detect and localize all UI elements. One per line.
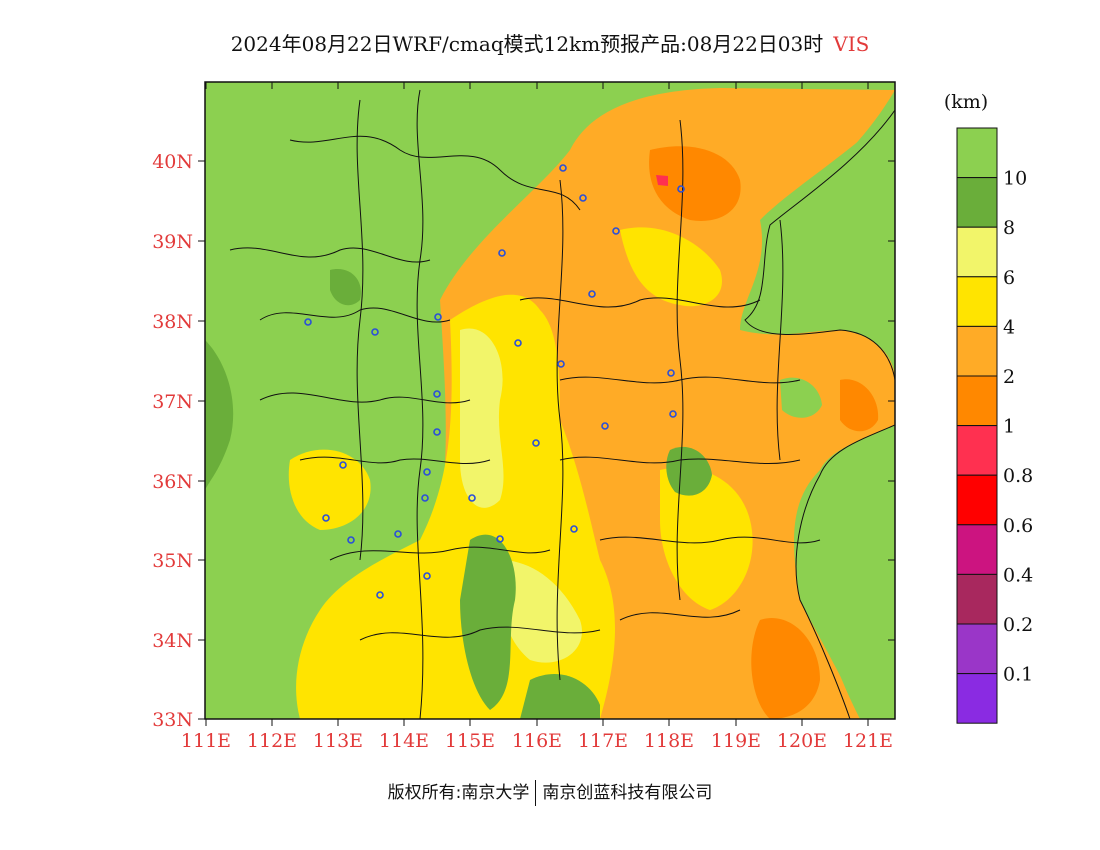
lat-label: 33N bbox=[152, 709, 193, 731]
lon-label: 121E bbox=[843, 730, 893, 752]
colorbar-label: 0.6 bbox=[1003, 515, 1033, 537]
colorbar-swatch bbox=[956, 177, 998, 228]
legend-unit: (km) bbox=[944, 91, 988, 113]
longitude-axis: 111E 112E 113E 114E 115E 116E 117E 118E 119E 120E… bbox=[181, 82, 893, 752]
map-title: 2024年08月22日WRF/cmaq模式12km预报产品:08月22日03时 V… bbox=[0, 28, 1100, 57]
title-variable: VIS bbox=[833, 32, 870, 56]
city-markers bbox=[304, 164, 685, 599]
footer: 版权所有:南京大学 南京创蓝科技有限公司 bbox=[0, 778, 1100, 806]
lat-label: 35N bbox=[152, 550, 193, 572]
admin-boundaries bbox=[229, 89, 895, 719]
lat-label: 37N bbox=[152, 391, 193, 413]
lon-label: 119E bbox=[711, 730, 761, 752]
lon-label: 116E bbox=[512, 730, 562, 752]
colorbar-swatch bbox=[956, 673, 998, 724]
colorbar-swatch bbox=[956, 524, 998, 575]
lat-label: 34N bbox=[152, 630, 193, 652]
colorbar: 10 8 6 4 2 1 0.8 0.6 0.4 0.2 0.1 bbox=[956, 127, 1033, 724]
colorbar-swatch bbox=[956, 325, 998, 377]
lon-label: 113E bbox=[313, 730, 363, 752]
colorbar-label: 2 bbox=[1003, 366, 1015, 388]
lon-label: 120E bbox=[777, 730, 827, 752]
lat-label: 40N bbox=[152, 151, 193, 173]
colorbar-label: 6 bbox=[1003, 267, 1015, 289]
colorbar-label: 0.2 bbox=[1003, 614, 1033, 636]
colorbar-label: 0.8 bbox=[1003, 465, 1033, 487]
footer-copyright: 版权所有:南京大学 bbox=[387, 783, 530, 803]
colorbar-swatch bbox=[956, 375, 998, 427]
lon-label: 111E bbox=[181, 730, 231, 752]
lon-label: 118E bbox=[644, 730, 694, 752]
latitude-axis: 40N 39N 38N 37N 36N 35N 34N 33N bbox=[152, 151, 895, 731]
colorbar-label: 4 bbox=[1003, 316, 1015, 338]
lat-label: 39N bbox=[152, 231, 193, 253]
lon-label: 117E bbox=[578, 730, 628, 752]
title-main: 2024年08月22日WRF/cmaq模式12km预报产品:08月22日03时 bbox=[230, 32, 824, 56]
colorbar-swatch bbox=[956, 127, 998, 179]
lon-label: 115E bbox=[445, 730, 495, 752]
colorbar-label: 1 bbox=[1003, 416, 1015, 438]
colorbar-swatch bbox=[956, 623, 998, 675]
footer-company: 南京创蓝科技有限公司 bbox=[542, 783, 713, 803]
lat-label: 36N bbox=[152, 471, 193, 493]
colorbar-swatch bbox=[956, 474, 998, 526]
lon-label: 112E bbox=[247, 730, 297, 752]
footer-separator bbox=[535, 780, 537, 806]
colorbar-swatch bbox=[956, 573, 998, 625]
colorbar-label: 10 bbox=[1003, 168, 1027, 190]
visibility-field bbox=[205, 82, 895, 719]
colorbar-swatch bbox=[956, 425, 998, 476]
colorbar-swatch bbox=[956, 276, 998, 327]
lon-label: 114E bbox=[379, 730, 429, 752]
colorbar-label: 0.4 bbox=[1003, 564, 1033, 586]
lat-label: 38N bbox=[152, 311, 193, 333]
colorbar-label: 0.1 bbox=[1003, 664, 1033, 686]
colorbar-label: 8 bbox=[1003, 217, 1015, 239]
colorbar-swatch bbox=[956, 226, 998, 278]
